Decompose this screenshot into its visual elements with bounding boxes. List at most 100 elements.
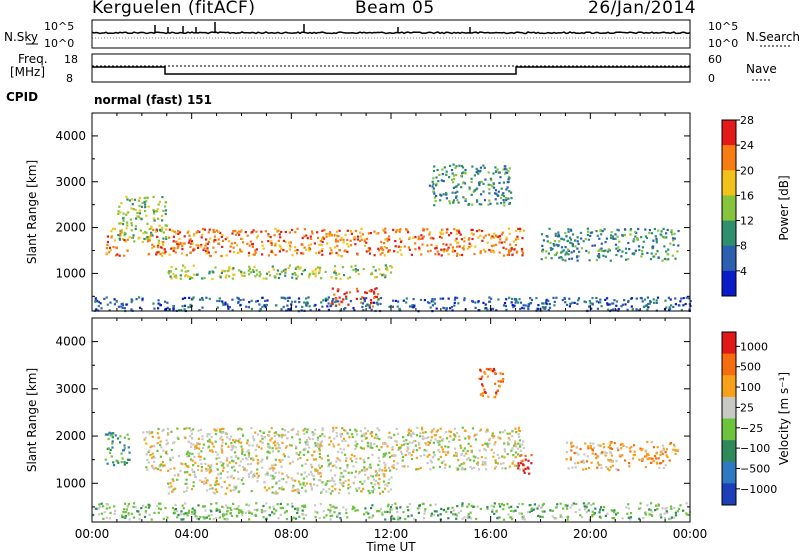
echo-cell	[666, 228, 669, 232]
echo-cell	[602, 250, 605, 253]
echo-cell	[308, 247, 311, 250]
echo-cell	[205, 252, 208, 255]
echo-cell	[397, 300, 400, 303]
echo-cell	[177, 232, 180, 235]
echo-cell	[655, 237, 658, 240]
echo-cell	[619, 443, 622, 446]
echo-cell	[159, 304, 162, 307]
echo-cell	[503, 302, 507, 305]
echo-cell	[94, 297, 97, 300]
echo-cell	[672, 448, 675, 451]
echo-cell	[299, 483, 302, 486]
echo-cell	[291, 273, 294, 276]
echo-cell	[164, 209, 167, 212]
echo-cell	[646, 251, 649, 255]
echo-cell	[569, 456, 572, 459]
echo-cell	[452, 438, 456, 441]
noise-sky-label: N.Sky	[4, 30, 39, 44]
echo-cell	[356, 433, 359, 436]
echo-cell	[300, 273, 303, 276]
echo-cell	[599, 516, 602, 519]
echo-cell	[662, 227, 665, 230]
echo-cell	[226, 487, 229, 490]
echo-cell	[187, 465, 190, 469]
echo-cell	[162, 243, 165, 246]
echo-cell	[134, 506, 137, 509]
echo-cell	[166, 453, 169, 456]
echo-cell	[337, 458, 340, 461]
echo-cell	[363, 434, 366, 438]
echo-cell	[610, 231, 613, 234]
echo-cell	[247, 463, 250, 466]
echo-cell	[152, 302, 155, 305]
echo-cell	[256, 299, 259, 303]
echo-cell	[381, 490, 384, 493]
echo-cell	[331, 479, 334, 482]
echo-cell	[226, 463, 229, 466]
echo-cell	[109, 434, 112, 437]
echo-cell	[634, 230, 637, 234]
echo-cell	[317, 464, 321, 467]
echo-cell	[491, 508, 494, 511]
echo-cell	[521, 459, 524, 463]
echo-cell	[485, 367, 488, 371]
echo-cell	[554, 234, 557, 237]
echo-cell	[300, 252, 303, 255]
echo-cell	[148, 252, 151, 256]
echo-cell	[206, 433, 209, 436]
echo-cell	[456, 241, 459, 244]
echo-cell	[199, 516, 202, 519]
echo-cell	[237, 511, 241, 514]
echo-cell	[239, 510, 242, 513]
echo-cell	[102, 517, 105, 520]
echo-cell	[598, 254, 601, 257]
echo-cell	[555, 296, 558, 299]
echo-cell	[218, 297, 221, 300]
echo-cell	[375, 295, 378, 299]
echo-cell	[520, 247, 524, 251]
echo-cell	[518, 443, 521, 446]
echo-cell	[265, 457, 269, 461]
echo-cell	[466, 247, 469, 250]
echo-cell	[604, 454, 607, 457]
echo-cell	[262, 510, 265, 513]
echo-cell	[503, 201, 506, 204]
echo-cell	[387, 482, 390, 485]
echo-cell	[359, 235, 362, 238]
echo-cell	[507, 437, 510, 440]
echo-cell	[157, 299, 160, 302]
echo-cell	[407, 434, 410, 437]
echo-cell	[232, 230, 235, 233]
echo-cell	[137, 199, 141, 202]
echo-cell	[321, 444, 324, 448]
echo-cell	[657, 256, 660, 259]
echo-cell	[317, 445, 320, 448]
echo-cell	[506, 441, 510, 444]
echo-cell	[186, 486, 189, 489]
echo-cell	[671, 237, 675, 240]
echo-cell	[220, 235, 223, 239]
echo-cell	[302, 252, 305, 255]
echo-cell	[105, 252, 108, 255]
echo-cell	[521, 254, 524, 257]
echo-cell	[265, 489, 268, 492]
echo-cell	[518, 298, 521, 301]
echo-cell	[246, 442, 249, 445]
echo-cell	[202, 515, 205, 519]
echo-cell	[123, 463, 126, 466]
echo-cell	[247, 251, 251, 254]
echo-cell	[433, 298, 436, 301]
echo-cell	[161, 219, 164, 222]
echo-cell	[241, 274, 244, 277]
echo-cell	[226, 270, 229, 273]
echo-cell	[490, 250, 493, 253]
echo-cell	[671, 233, 674, 236]
echo-cell	[594, 457, 598, 460]
echo-cell	[299, 266, 302, 269]
echo-cell	[633, 450, 636, 453]
echo-cell	[337, 450, 340, 453]
echo-cell	[141, 297, 144, 300]
echo-cell	[152, 195, 155, 199]
echo-cell	[154, 230, 158, 233]
echo-cell	[442, 180, 445, 183]
